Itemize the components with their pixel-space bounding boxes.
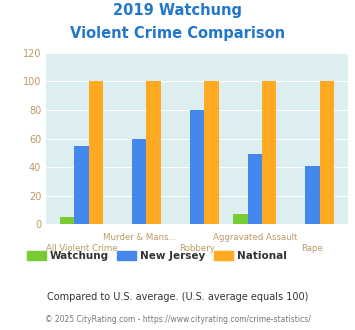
Text: All Violent Crime: All Violent Crime bbox=[46, 245, 118, 253]
Bar bbox=[320, 82, 334, 224]
Bar bbox=[190, 110, 204, 224]
Text: Violent Crime Comparison: Violent Crime Comparison bbox=[70, 26, 285, 41]
Text: Aggravated Assault: Aggravated Assault bbox=[213, 233, 297, 242]
Bar bbox=[262, 82, 277, 224]
Bar bbox=[147, 82, 161, 224]
Bar bbox=[247, 154, 262, 224]
Bar bbox=[233, 214, 247, 224]
Text: © 2025 CityRating.com - https://www.cityrating.com/crime-statistics/: © 2025 CityRating.com - https://www.city… bbox=[45, 315, 310, 324]
Text: Rape: Rape bbox=[302, 245, 323, 253]
Text: Compared to U.S. average. (U.S. average equals 100): Compared to U.S. average. (U.S. average … bbox=[47, 292, 308, 302]
Bar bbox=[305, 166, 320, 224]
Legend: Watchung, New Jersey, National: Watchung, New Jersey, National bbox=[23, 247, 291, 265]
Bar bbox=[89, 82, 103, 224]
Text: Murder & Mans...: Murder & Mans... bbox=[103, 233, 176, 242]
Bar bbox=[74, 146, 89, 224]
Bar bbox=[132, 139, 147, 224]
Text: Robbery: Robbery bbox=[179, 245, 215, 253]
Bar bbox=[60, 217, 74, 224]
Text: 2019 Watchung: 2019 Watchung bbox=[113, 3, 242, 18]
Bar bbox=[204, 82, 219, 224]
